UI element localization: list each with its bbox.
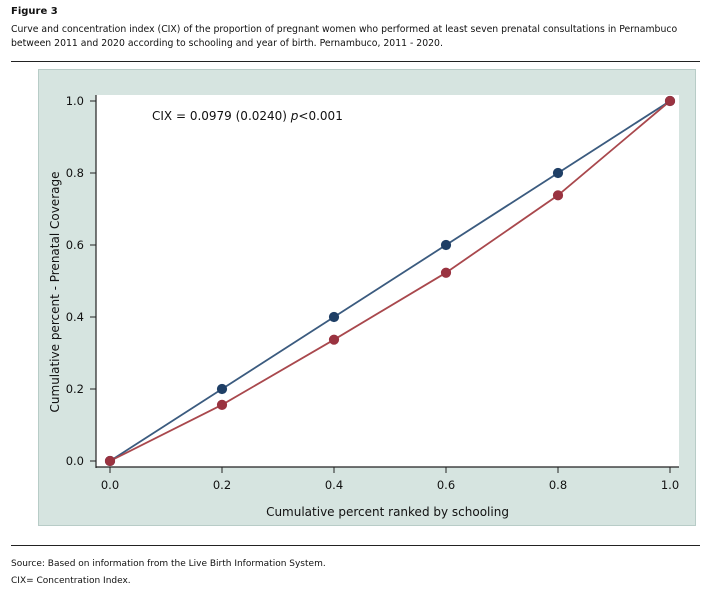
- series-1-point: [552, 167, 564, 179]
- series-2-point: [552, 190, 564, 201]
- y-axis-title: Cumulative percent - Prenatal Coverage: [48, 172, 62, 413]
- x-axis-title: Cumulative percent ranked by schooling: [266, 505, 509, 519]
- series-2-point: [104, 455, 116, 467]
- series-1-point: [328, 311, 340, 323]
- series-2-point: [664, 95, 676, 107]
- figure-label: Figure 3: [11, 6, 58, 17]
- series-2-point: [440, 267, 452, 278]
- series-2-point: [216, 399, 228, 410]
- y-tick-label: 0.8: [66, 166, 84, 180]
- x-tick-label: 0.0: [101, 478, 119, 492]
- y-tick-label: 0.4: [66, 310, 84, 324]
- x-tick-label: 0.6: [437, 478, 455, 492]
- source-footnote: Source: Based on information from the Li…: [11, 559, 326, 569]
- series-2-line: [109, 100, 671, 462]
- x-tick-label: 0.2: [213, 478, 231, 492]
- series-2-point: [328, 334, 340, 345]
- plot-frame: 0.0 0.2 0.4 0.6 0.8 1.0 0.0 0.2 0.4 0.6 0.8 1.0 Cumu…: [38, 69, 696, 526]
- y-tick-label: 0.2: [66, 382, 84, 396]
- y-tick-label: 1.0: [66, 94, 84, 108]
- y-tick-label: 0.0: [66, 454, 84, 468]
- y-tick-label: 0.6: [66, 238, 84, 252]
- bottom-rule: [11, 545, 700, 546]
- top-rule: [11, 61, 700, 62]
- x-tick-label: 0.8: [549, 478, 567, 492]
- x-tick-label: 1.0: [661, 478, 679, 492]
- x-tick-label: 0.4: [325, 478, 343, 492]
- cix-annotation: CIX = 0.0979 (0.0240) p<0.001: [152, 109, 343, 123]
- series-1-line: [109, 100, 671, 462]
- series-1-point: [216, 383, 228, 395]
- concentration-curve-chart: 0.0 0.2 0.4 0.6 0.8 1.0 0.0 0.2 0.4 0.6 0.8 1.0 Cumu…: [48, 94, 679, 519]
- series-1-point: [440, 239, 452, 251]
- abbreviation-footnote: CIX= Concentration Index.: [11, 576, 131, 586]
- figure-caption: Curve and concentration index (CIX) of t…: [11, 24, 678, 49]
